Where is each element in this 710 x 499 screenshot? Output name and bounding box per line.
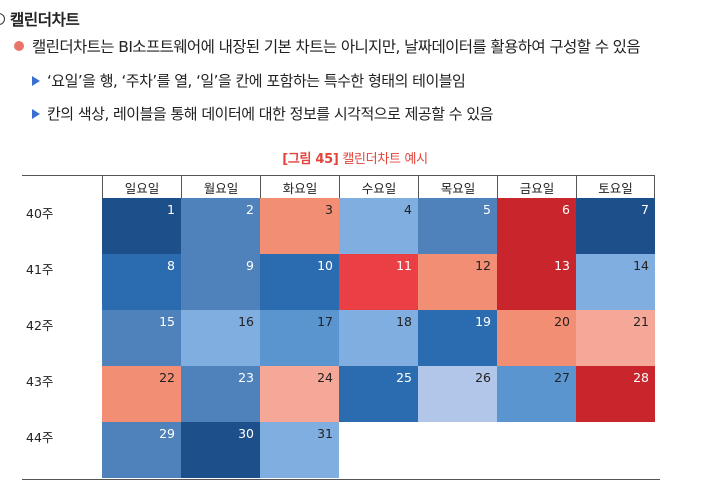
day-cell: 14 <box>576 254 655 310</box>
day-cell: 9 <box>181 254 260 310</box>
day-cell: 10 <box>260 254 339 310</box>
figure-title: 캘린더차트 예시 <box>342 152 428 167</box>
day-cell: 15 <box>102 310 181 366</box>
main-bullet-text: 캘린더차트는 BI소프트웨어에 내장된 기본 차트는 아니지만, 날짜데이터를 … <box>32 38 641 56</box>
day-cell: 2 <box>181 198 260 254</box>
day-cell: 1 <box>102 198 181 254</box>
weekday-header-cell: 월요일 <box>181 176 260 199</box>
week-label: 40주 <box>26 206 54 221</box>
week-label: 44주 <box>26 430 54 445</box>
weekday-header-cell: 토요일 <box>576 176 655 199</box>
triangle-bullet-icon <box>32 108 40 119</box>
figure-caption: [그림 45] 캘린더차트 예시 <box>0 148 710 167</box>
day-cell: 5 <box>418 198 497 254</box>
dot-bullet-icon <box>14 41 24 51</box>
week-label: 43주 <box>26 374 54 389</box>
sub-bullet-2-text: 칸의 색상, 레이블을 통해 데이터에 대한 정보를 시각적으로 제공할 수 있… <box>47 105 493 123</box>
day-cell: 3 <box>260 198 339 254</box>
triangle-bullet-icon <box>32 75 40 86</box>
day-cell: 20 <box>497 310 576 366</box>
day-cell: 18 <box>339 310 418 366</box>
day-cell: 16 <box>181 310 260 366</box>
day-cell: 22 <box>102 366 181 422</box>
table-bottom-rule <box>22 479 660 480</box>
weekday-header-cell: 일요일 <box>102 176 181 199</box>
day-cell: 29 <box>102 422 181 478</box>
day-cell: 30 <box>181 422 260 478</box>
day-cell: 28 <box>576 366 655 422</box>
day-cell: 24 <box>260 366 339 422</box>
day-cell: 11 <box>339 254 418 310</box>
week-label: 41주 <box>26 262 54 277</box>
day-cell: 4 <box>339 198 418 254</box>
day-cell: 13 <box>497 254 576 310</box>
figure-number: [그림 45] <box>282 152 339 167</box>
weekday-header-cell: 목요일 <box>418 176 497 199</box>
weekday-header-cell: 화요일 <box>260 176 339 199</box>
day-cell: 26 <box>418 366 497 422</box>
sub-bullet-1: ‘요일’을 행, ‘주차’를 열, ‘일’을 칸에 포함하는 특수한 형태의 테… <box>32 70 466 91</box>
weekday-header-cell: 수요일 <box>339 176 418 199</box>
sub-bullet-1-text: ‘요일’을 행, ‘주차’를 열, ‘일’을 칸에 포함하는 특수한 형태의 테… <box>47 72 466 90</box>
day-cell: 31 <box>260 422 339 478</box>
week-label: 42주 <box>26 318 54 333</box>
day-cell: 6 <box>497 198 576 254</box>
day-cell: 17 <box>260 310 339 366</box>
day-cell: 27 <box>497 366 576 422</box>
sub-bullet-2: 칸의 색상, 레이블을 통해 데이터에 대한 정보를 시각적으로 제공할 수 있… <box>32 103 493 124</box>
day-cell: 8 <box>102 254 181 310</box>
circle-bullet-icon <box>0 13 5 25</box>
day-cell: 23 <box>181 366 260 422</box>
day-cell: 19 <box>418 310 497 366</box>
day-cell: 7 <box>576 198 655 254</box>
section-title: 캘린더차트 <box>10 11 80 29</box>
day-cell: 12 <box>418 254 497 310</box>
table-top-rule <box>22 175 102 176</box>
day-cell: 25 <box>339 366 418 422</box>
day-cell: 21 <box>576 310 655 366</box>
weekday-header-cell: 금요일 <box>497 176 576 199</box>
weekday-header: 일요일 월요일 화요일 수요일 목요일 금요일 토요일 <box>102 175 655 199</box>
